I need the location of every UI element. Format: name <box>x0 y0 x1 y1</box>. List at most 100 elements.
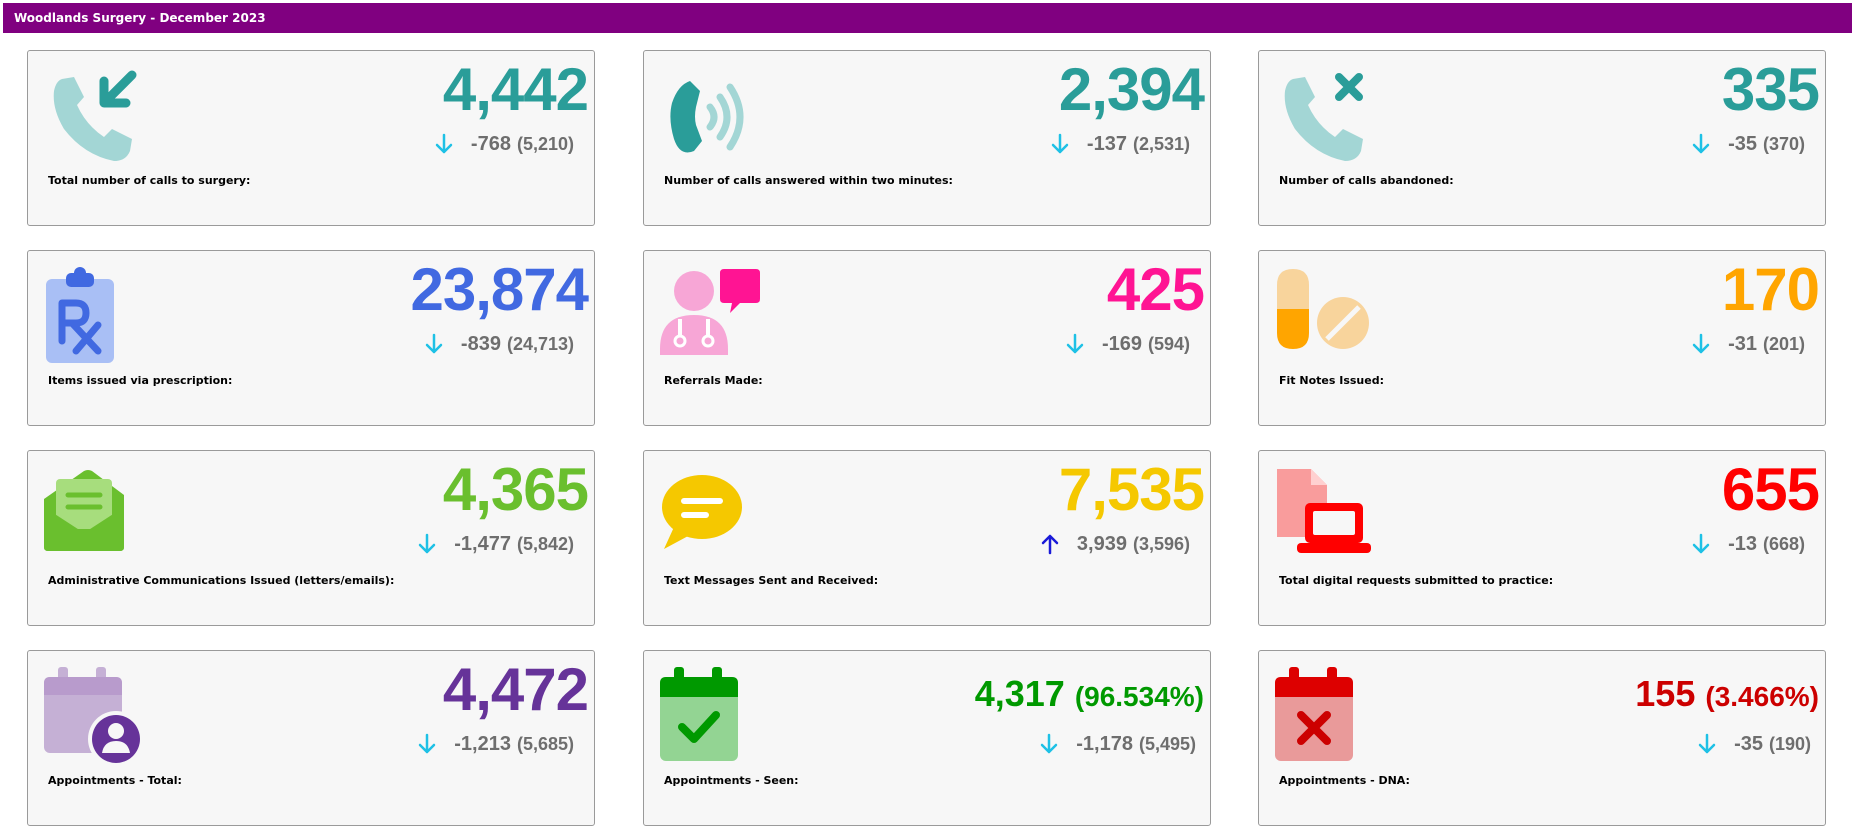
arrow-down-icon <box>1692 333 1710 354</box>
kpi-change: -137 (2,531) <box>1049 129 1190 159</box>
kpi-value: 155 (3.466%) <box>1635 669 1819 722</box>
arrow-down-icon <box>1066 333 1084 354</box>
kpi-delta: -1,213 <box>454 733 511 755</box>
kpi-previous: (5,495) <box>1138 734 1196 754</box>
kpi-previous: (201) <box>1762 334 1805 354</box>
kpi-change: -1,213 (5,685) <box>416 729 574 759</box>
kpi-label: Items issued via prescription: <box>48 374 233 387</box>
kpi-label: Text Messages Sent and Received: <box>664 574 879 587</box>
kpi-label: Referrals Made: <box>664 374 763 387</box>
kpi-label: Appointments - DNA: <box>1279 774 1410 787</box>
kpi-value-percent: (3.466%) <box>1705 681 1819 712</box>
kpi-delta: -1,477 <box>454 533 511 555</box>
envelope-letter-icon <box>44 470 124 551</box>
header-title: Woodlands Surgery - December 2023 <box>14 11 266 25</box>
card-appointments-total: 4,472 -1,213 (5,685) Appointments - Tota… <box>27 650 595 826</box>
kpi-delta: -31 <box>1728 333 1757 355</box>
kpi-delta: -1,178 <box>1076 733 1133 755</box>
kpi-delta: -839 <box>460 333 501 355</box>
pills-icon <box>1277 269 1369 349</box>
kpi-label: Fit Notes Issued: <box>1279 374 1384 387</box>
card-fit-notes: 170 -31 (201) Fit Notes Issued: <box>1258 250 1826 426</box>
kpi-label: Number of calls abandoned: <box>1279 174 1454 187</box>
calendar-user-icon <box>44 667 144 767</box>
kpi-previous: (5,842) <box>516 534 574 554</box>
kpi-change: -35 (370) <box>1690 129 1805 159</box>
card-total-calls: 4,442 -768 (5,210) Total number of calls… <box>27 50 595 226</box>
kpi-change: -1,477 (5,842) <box>416 529 574 559</box>
arrow-down-icon <box>418 533 436 554</box>
card-prescriptions: 23,874 -839 (24,713) Items issued via pr… <box>27 250 595 426</box>
kpi-change: -1,178 (5,495) <box>1038 729 1196 759</box>
kpi-change: -31 (201) <box>1690 329 1805 359</box>
kpi-value: 2,394 <box>1058 56 1205 123</box>
phone-missed-icon <box>1284 73 1363 161</box>
kpi-value: 4,472 <box>442 656 589 723</box>
kpi-previous: (2,531) <box>1132 134 1190 154</box>
dashboard-header: Woodlands Surgery - December 2023 <box>3 3 1852 33</box>
phone-incoming-icon <box>53 70 137 161</box>
chat-bubble-icon <box>662 475 742 549</box>
arrow-down-icon <box>1692 533 1710 554</box>
kpi-value-percent: (96.534%) <box>1074 681 1204 712</box>
kpi-label: Administrative Communications Issued (le… <box>48 574 395 587</box>
kpi-change: 3,939 (3,596) <box>1039 529 1190 559</box>
digital-request-icon <box>1277 469 1371 553</box>
card-digital-requests: 655 -13 (668) Total digital requests sub… <box>1258 450 1826 626</box>
kpi-value: 335 <box>1721 56 1820 123</box>
arrow-up-icon <box>1041 534 1059 555</box>
prescription-clipboard-icon <box>46 267 114 363</box>
kpi-delta: -13 <box>1728 533 1757 555</box>
card-text-messages: 7,535 3,939 (3,596) Text Messages Sent a… <box>643 450 1211 626</box>
kpi-delta: -768 <box>470 133 511 155</box>
card-appointments-seen: 4,317 (96.534%) -1,178 (5,495) Appointme… <box>643 650 1211 826</box>
arrow-down-icon <box>435 133 453 154</box>
kpi-value: 4,317 (96.534%) <box>975 669 1204 722</box>
kpi-delta: 3,939 <box>1076 533 1127 555</box>
kpi-value-count: 155 <box>1635 673 1696 714</box>
calendar-x-icon <box>1275 667 1353 761</box>
kpi-delta: -137 <box>1086 133 1127 155</box>
kpi-label: Total number of calls to surgery: <box>48 174 251 187</box>
kpi-change: -13 (668) <box>1690 529 1805 559</box>
kpi-previous: (5,685) <box>516 734 574 754</box>
kpi-value-count: 4,317 <box>974 673 1065 714</box>
calendar-check-icon <box>660 667 738 761</box>
arrow-down-icon <box>418 733 436 754</box>
kpi-label: Total digital requests submitted to prac… <box>1279 574 1554 587</box>
card-appointments-dna: 155 (3.466%) -35 (190) Appointments - DN… <box>1258 650 1826 826</box>
card-admin-comms: 4,365 -1,477 (5,842) Administrative Comm… <box>27 450 595 626</box>
kpi-previous: (190) <box>1768 734 1811 754</box>
kpi-value: 23,874 <box>410 256 589 323</box>
card-calls-abandoned: 335 -35 (370) Number of calls abandoned: <box>1258 50 1826 226</box>
kpi-delta: -35 <box>1734 733 1763 755</box>
arrow-down-icon <box>1040 733 1058 754</box>
kpi-value: 170 <box>1721 256 1820 323</box>
kpi-delta: -169 <box>1101 333 1142 355</box>
kpi-previous: (3,596) <box>1132 534 1190 554</box>
kpi-label: Appointments - Total: <box>48 774 182 787</box>
kpi-change: -768 (5,210) <box>433 129 574 159</box>
kpi-previous: (594) <box>1147 334 1190 354</box>
kpi-previous: (668) <box>1762 534 1805 554</box>
arrow-down-icon <box>1692 133 1710 154</box>
phone-ringing-icon <box>670 81 744 153</box>
kpi-value: 4,365 <box>442 456 589 523</box>
kpi-change: -169 (594) <box>1064 329 1190 359</box>
arrow-down-icon <box>1051 133 1069 154</box>
kpi-previous: (370) <box>1762 134 1805 154</box>
kpi-previous: (5,210) <box>516 134 574 154</box>
kpi-value: 4,442 <box>442 56 589 123</box>
doctor-chat-icon <box>660 269 760 355</box>
kpi-value: 7,535 <box>1058 456 1205 523</box>
kpi-previous: (24,713) <box>506 334 574 354</box>
kpi-value: 655 <box>1721 456 1820 523</box>
kpi-label: Appointments - Seen: <box>664 774 799 787</box>
kpi-value: 425 <box>1106 256 1205 323</box>
kpi-delta: -35 <box>1728 133 1757 155</box>
card-referrals: 425 -169 (594) Referrals Made: <box>643 250 1211 426</box>
kpi-change: -839 (24,713) <box>423 329 574 359</box>
arrow-down-icon <box>1698 733 1716 754</box>
card-calls-answered: 2,394 -137 (2,531) Number of calls answe… <box>643 50 1211 226</box>
kpi-label: Number of calls answered within two minu… <box>664 174 953 187</box>
